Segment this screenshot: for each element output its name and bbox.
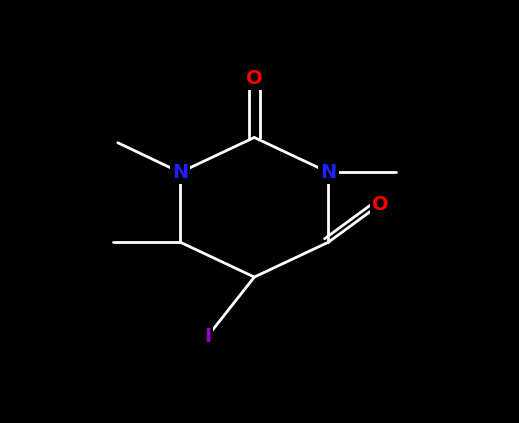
Text: N: N — [320, 163, 337, 182]
Text: O: O — [372, 195, 389, 214]
Text: O: O — [246, 69, 263, 88]
Text: N: N — [172, 163, 188, 182]
Text: I: I — [204, 327, 211, 346]
